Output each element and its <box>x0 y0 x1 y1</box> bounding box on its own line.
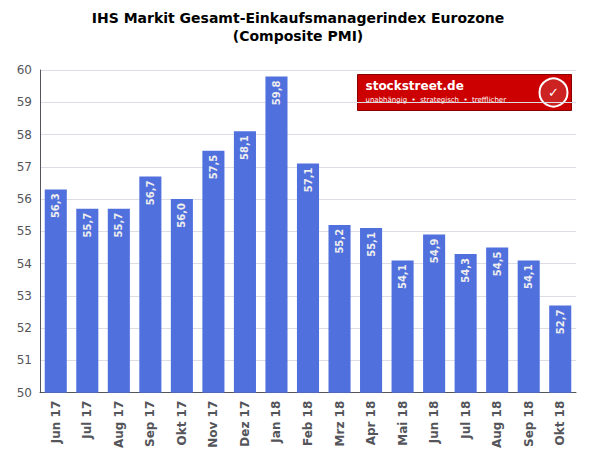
svg-text:Jan 18: Jan 18 <box>269 401 283 444</box>
svg-text:Jul 17: Jul 17 <box>80 401 94 440</box>
svg-text:57,5: 57,5 <box>208 155 219 180</box>
svg-text:57: 57 <box>17 160 32 174</box>
svg-text:60: 60 <box>17 63 32 77</box>
svg-text:53: 53 <box>17 289 32 303</box>
svg-text:55: 55 <box>17 224 32 238</box>
svg-text:stockstreet.de: stockstreet.de <box>366 79 464 93</box>
svg-text:55,1: 55,1 <box>366 232 377 257</box>
svg-text:Jun 18: Jun 18 <box>427 401 441 444</box>
svg-text:59: 59 <box>17 95 32 109</box>
svg-text:54: 54 <box>17 257 32 271</box>
svg-text:(Composite PMI): (Composite PMI) <box>233 28 364 44</box>
svg-text:Jun 17: Jun 17 <box>49 401 63 444</box>
svg-text:52: 52 <box>17 321 32 335</box>
svg-text:56,0: 56,0 <box>176 203 187 228</box>
svg-text:Dez 17: Dez 17 <box>238 401 252 447</box>
svg-text:55,7: 55,7 <box>82 213 93 238</box>
svg-text:Okt 18: Okt 18 <box>553 401 567 446</box>
svg-text:50: 50 <box>17 386 32 400</box>
svg-text:IHS Markit Gesamt-Einkaufsmana: IHS Markit Gesamt-Einkaufsmanagerindex E… <box>92 10 505 26</box>
svg-text:52,7: 52,7 <box>555 310 566 335</box>
svg-text:unabhängig • strategisch • tre: unabhängig • strategisch • trefflicher <box>365 96 506 104</box>
svg-text:54,5: 54,5 <box>492 251 503 276</box>
svg-text:56,7: 56,7 <box>145 180 156 205</box>
svg-text:Jul 18: Jul 18 <box>459 401 473 440</box>
svg-text:55,2: 55,2 <box>334 229 345 254</box>
svg-text:56,3: 56,3 <box>50 193 61 218</box>
svg-text:51: 51 <box>17 353 32 367</box>
svg-text:Aug 18: Aug 18 <box>490 401 504 448</box>
svg-text:Sep 18: Sep 18 <box>522 401 536 447</box>
svg-text:Aug 17: Aug 17 <box>112 401 126 448</box>
svg-text:Apr 18: Apr 18 <box>364 401 378 446</box>
svg-text:55,7: 55,7 <box>113 213 124 238</box>
svg-text:Nov 17: Nov 17 <box>206 401 220 448</box>
svg-text:58,1: 58,1 <box>239 135 250 160</box>
svg-text:59,8: 59,8 <box>271 80 282 105</box>
svg-text:Mrz 18: Mrz 18 <box>333 401 347 447</box>
svg-text:Mai 18: Mai 18 <box>396 401 410 446</box>
svg-text:Feb 18: Feb 18 <box>301 401 315 446</box>
svg-text:54,3: 54,3 <box>460 258 471 283</box>
svg-text:56: 56 <box>17 192 32 206</box>
svg-text:58: 58 <box>17 128 32 142</box>
svg-text:57,1: 57,1 <box>303 168 314 193</box>
svg-text:54,1: 54,1 <box>523 264 534 289</box>
svg-text:Okt 17: Okt 17 <box>175 401 189 446</box>
svg-text:Sep 17: Sep 17 <box>143 401 157 447</box>
svg-text:54,9: 54,9 <box>429 239 440 264</box>
svg-text:✓: ✓ <box>548 85 559 100</box>
svg-text:54,1: 54,1 <box>397 264 408 289</box>
